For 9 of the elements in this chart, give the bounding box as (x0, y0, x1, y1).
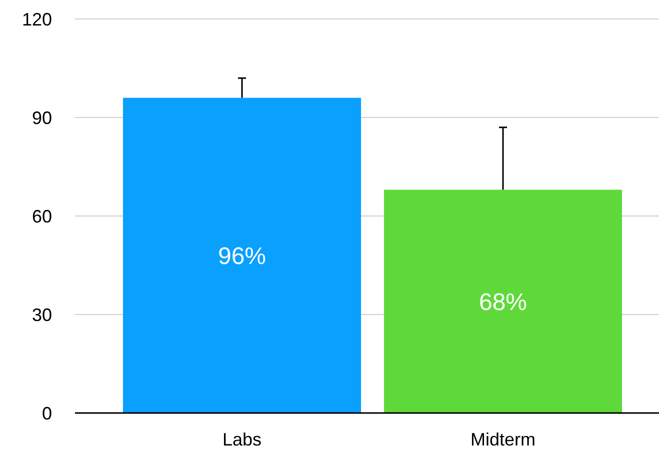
y-tick-label: 90 (32, 108, 52, 128)
data-label: 96% (218, 242, 266, 270)
y-tick-label: 0 (42, 403, 52, 424)
x-tick-label: Labs (222, 429, 262, 449)
y-tick-label: 60 (32, 206, 52, 226)
x-tick-label: Midterm (470, 429, 536, 449)
y-tick-label: 120 (22, 9, 52, 30)
data-label: 68% (478, 288, 528, 316)
y-tick-label: 30 (32, 304, 52, 325)
